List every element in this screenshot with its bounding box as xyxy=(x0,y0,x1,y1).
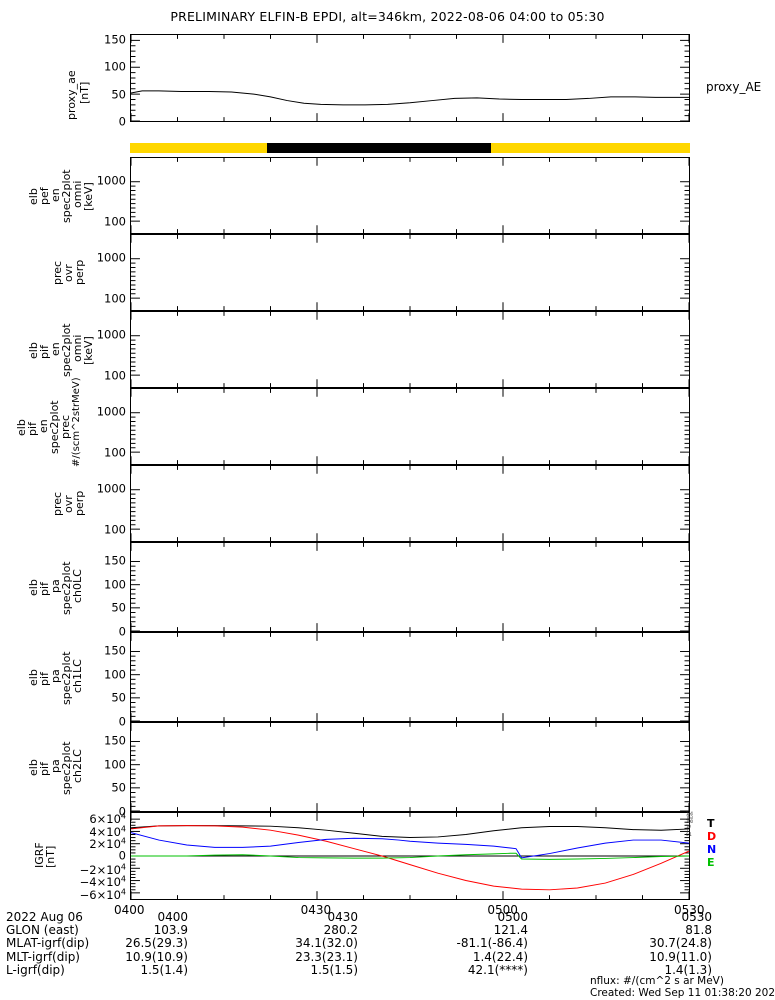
panel-pif-prec-ovr-perp xyxy=(130,465,690,542)
panel-pif-en-prec xyxy=(130,388,690,465)
panel-pef-en-omni xyxy=(130,157,690,234)
ytick-label: 100 xyxy=(104,291,126,306)
igrf-right-microlabels: 1e4 1e3 100 10 1 0.1 xyxy=(686,811,693,838)
xtick-label: 0400 xyxy=(114,903,145,917)
proxy-ae-plot xyxy=(131,35,689,121)
ytick-label: 1000 xyxy=(96,173,126,188)
ytick-label: 150 xyxy=(104,553,126,568)
panel-axis-label-line: #/(scm^2strMeV) xyxy=(71,377,82,467)
footer-row-labels: 2022 Aug 06 GLON (east) MLAT-igrf(dip) M… xyxy=(6,910,90,977)
ytick-label: 50 xyxy=(111,690,126,705)
ytick-label: 1000 xyxy=(96,481,126,496)
ytick-label: −6×104 xyxy=(79,887,126,902)
panel-axis-label-line: [keV] xyxy=(82,336,95,365)
ytick-label: 0 xyxy=(118,848,126,863)
ytick-label: 0 xyxy=(118,714,126,729)
ytick-label: 4×104 xyxy=(89,824,126,840)
ytick-label: 2×104 xyxy=(89,836,126,852)
ytick-label: 1000 xyxy=(96,404,126,419)
ytick-label: 0 xyxy=(118,804,126,819)
ytick-label: 1000 xyxy=(96,327,126,342)
ytick-label: −4×104 xyxy=(79,874,126,890)
footer-column: 0500 121.4 -81.1(-86.4) 1.4(22.4) 42.1(*… xyxy=(456,910,528,977)
orbit-status-bar-dark-segment xyxy=(267,143,492,153)
orbit-status-bar xyxy=(130,143,690,153)
ytick-label: 100 xyxy=(104,214,126,229)
ytick-label: 100 xyxy=(104,368,126,383)
ytick-label: 6×104 xyxy=(89,811,126,827)
xtick-label: 0430 xyxy=(300,903,332,917)
panel-pif-pa-ch2lc xyxy=(130,722,690,812)
footer-column: 0400 103.9 26.5(29.3) 10.9(10.9) 1.5(1.4… xyxy=(125,910,188,977)
panel-axis-label-line: ch2LC xyxy=(71,748,84,783)
ytick-label: 100 xyxy=(104,756,126,771)
panel-pif-pa-ch0lc xyxy=(130,542,690,632)
proxy-ae-axis-units: [nT] xyxy=(78,81,91,104)
igrf-plot xyxy=(131,813,689,899)
proxy-ae-series-label: proxy_AE xyxy=(706,80,762,94)
footer-column: 0430 280.2 34.1(32.0) 23.3(23.1) 1.5(1.5… xyxy=(295,910,358,977)
panel-axis-label-line: [nT] xyxy=(44,846,57,869)
panel-igrf xyxy=(130,812,690,900)
footer-notes: nflux: #/(cm^2 s ar MeV) Created: Wed Se… xyxy=(590,975,775,999)
ytick-label: 150 xyxy=(104,31,126,46)
ytick-label: 50 xyxy=(111,600,126,615)
xtick-label: 0530 xyxy=(674,903,705,917)
ytick-label: 100 xyxy=(104,59,126,74)
page-title: PRELIMINARY ELFIN-B EPDI, alt=346km, 202… xyxy=(170,9,605,24)
panel-pif-en-omni xyxy=(130,311,690,388)
proxy-ae-axis-label: proxy_ae xyxy=(65,70,78,120)
ytick-label: 50 xyxy=(111,780,126,795)
panel-axis-label-line: perp xyxy=(73,259,86,285)
ytick-label: 0 xyxy=(118,114,126,129)
panel-proxy-ae xyxy=(130,34,690,122)
ytick-label: 100 xyxy=(104,522,126,537)
ytick-label: 100 xyxy=(104,666,126,681)
igrf-legend-T: T xyxy=(707,817,715,830)
panel-axis-label-line: prec xyxy=(59,414,72,439)
ytick-label: 50 xyxy=(111,86,126,101)
panel-pef-prec-ovr-perp xyxy=(130,234,690,311)
ytick-label: 1000 xyxy=(96,250,126,265)
panel-pif-pa-ch1lc xyxy=(130,632,690,722)
ytick-label: 150 xyxy=(104,733,126,748)
ytick-label: 100 xyxy=(104,445,126,460)
ytick-label: −2×104 xyxy=(79,861,126,877)
panel-axis-label-line: ch1LC xyxy=(71,658,84,693)
igrf-legend-D: D xyxy=(707,830,717,843)
ytick-label: 150 xyxy=(104,643,126,658)
panel-axis-label-line: [keV] xyxy=(82,182,95,211)
igrf-legend-E: E xyxy=(707,856,715,869)
xtick-label: 0500 xyxy=(487,903,518,917)
ytick-label: 0 xyxy=(118,624,126,639)
panel-axis-label-line: ch0LC xyxy=(71,568,84,603)
footer-column: 0530 81.8 30.7(24.8) 10.9(11.0) 1.4(1.3) xyxy=(649,910,712,977)
panel-axis-label-line: perp xyxy=(73,490,86,516)
ytick-label: 100 xyxy=(104,576,126,591)
igrf-legend-N: N xyxy=(707,843,717,856)
